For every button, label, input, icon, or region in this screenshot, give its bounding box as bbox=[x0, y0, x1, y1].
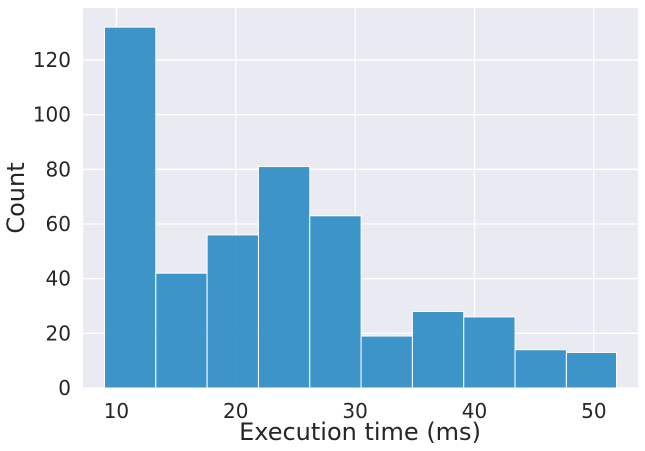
histogram-bar-10 bbox=[565, 351, 618, 389]
histogram-bar-7 bbox=[411, 310, 465, 389]
histogram-bar-6 bbox=[360, 335, 413, 389]
histogram-bar-8 bbox=[463, 316, 516, 389]
y-tick-label: 40 bbox=[46, 267, 71, 291]
y-axis-label: Count bbox=[2, 162, 30, 233]
x-tick-label: 20 bbox=[223, 399, 248, 423]
y-tick-label: 100 bbox=[33, 103, 71, 127]
y-tick-label: 0 bbox=[58, 376, 71, 400]
histogram-bar-9 bbox=[514, 349, 567, 389]
histogram-bar-3 bbox=[206, 234, 259, 389]
x-tick-label: 40 bbox=[462, 399, 487, 423]
y-tick-label: 80 bbox=[46, 157, 71, 181]
x-tick-label: 50 bbox=[581, 399, 606, 423]
histogram-bar-2 bbox=[155, 272, 208, 389]
bars bbox=[103, 26, 618, 389]
y-tick-label: 120 bbox=[33, 48, 71, 72]
x-tick-label: 30 bbox=[342, 399, 367, 423]
y-tick-label: 60 bbox=[46, 212, 71, 236]
y-axis-ticks: 0 20 40 60 80 100 120 bbox=[33, 48, 71, 400]
x-tick-label: 10 bbox=[104, 399, 129, 423]
x-axis-label: Execution time (ms) bbox=[239, 418, 481, 446]
histogram-bar-4 bbox=[257, 166, 311, 389]
y-tick-label: 20 bbox=[46, 321, 71, 345]
x-axis-ticks: 10 20 30 40 50 bbox=[104, 399, 607, 423]
histogram-bar-1 bbox=[103, 26, 157, 389]
histogram-bar-5 bbox=[309, 215, 362, 389]
